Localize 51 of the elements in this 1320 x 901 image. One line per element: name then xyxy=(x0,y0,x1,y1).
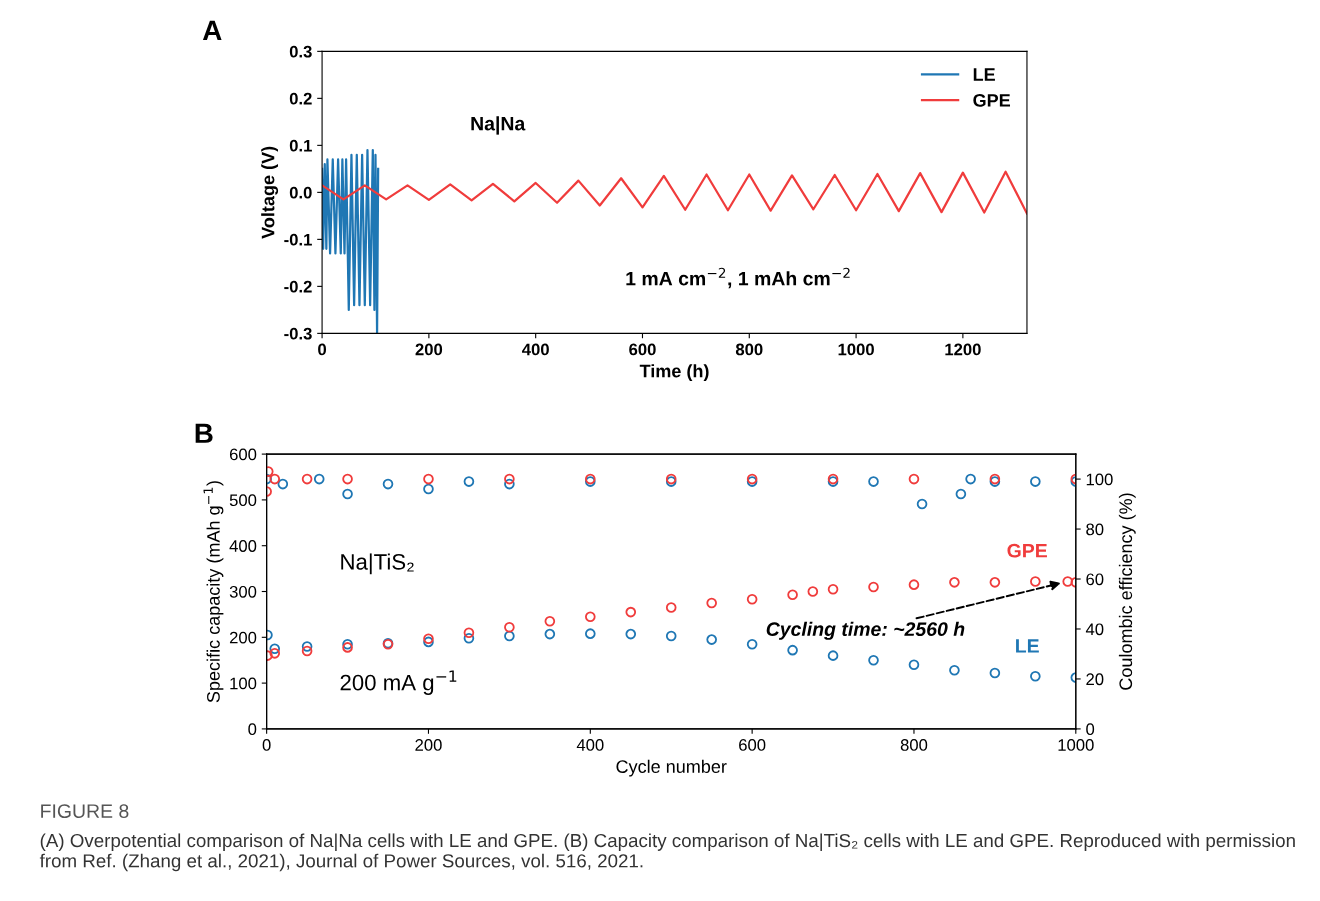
y-tick-label: 200 xyxy=(229,631,257,644)
x-tick-label: 0 xyxy=(262,739,271,751)
y-tick-label: -0.3 xyxy=(284,327,312,340)
chart-title: A xyxy=(202,20,222,40)
legend-label: GPE xyxy=(973,93,1010,107)
y2-tick-label: 100 xyxy=(1086,473,1113,486)
y-tick-label: 100 xyxy=(230,677,257,690)
series-label: LE xyxy=(1016,639,1039,653)
x-axis-title: Cycle number xyxy=(616,759,727,777)
caption: FIGURE 8 xyxy=(41,804,129,818)
x-tick-label: 200 xyxy=(415,343,443,356)
y-tick-label: 0.0 xyxy=(289,186,312,199)
y-axis-title: Voltage (V) xyxy=(261,146,279,239)
y-tick-label: 0.1 xyxy=(289,139,312,152)
x-tick-label: 800 xyxy=(735,343,763,356)
y2-tick-label: 40 xyxy=(1085,623,1104,636)
x-tick-label: 0 xyxy=(318,343,327,356)
x-tick-label: 800 xyxy=(900,739,928,751)
y-axis-title: Specific capacity (mAh g$^{−1}$) xyxy=(203,481,224,703)
text: (A) Overpotential comparison of Na|Na cells with LE and GPE. (B) Capacity comparison of Na|TiS₂ cells with LE and GPE. Reproduced with permission from Ref. (Zhang et al., 2021), Journal of Power Sources, vol. 516, 2021. xyxy=(39,833,1295,872)
x-axis-title: Time (h) xyxy=(639,364,709,382)
chart-title: B xyxy=(195,423,213,443)
y2-axis-title: Coulombic efficiency (%) xyxy=(1118,493,1136,690)
x-tick-label: 600 xyxy=(739,739,766,751)
y-tick-label: 0 xyxy=(248,723,257,736)
legend-label: LE xyxy=(973,68,995,81)
y-tick-label: 500 xyxy=(229,494,257,507)
annotation: Cycling time: ~2560 h xyxy=(766,621,965,640)
y-tick-label: 400 xyxy=(229,540,257,552)
x-tick-label: 400 xyxy=(576,739,604,751)
y2-tick-label: 0 xyxy=(1086,723,1095,736)
x-tick-label: 1200 xyxy=(945,343,981,356)
x-tick-label: 1000 xyxy=(1058,739,1094,751)
x-tick-label: 600 xyxy=(629,343,656,356)
series-label: GPE xyxy=(1007,543,1047,558)
annotation: 200 mA g$^{−1}$ xyxy=(340,670,457,695)
y-tick-label: -0.2 xyxy=(284,280,312,293)
annotation: Na|Na xyxy=(471,116,526,135)
x-tick-label: 1000 xyxy=(838,343,874,356)
y-tick-label: 0.3 xyxy=(289,45,312,58)
y2-tick-label: 20 xyxy=(1086,673,1104,686)
annotation: 1 mA cm$^{−2}$, 1 mAh cm$^{−2}$ xyxy=(626,267,850,289)
x-tick-label: 200 xyxy=(415,739,442,751)
y-tick-label: 600 xyxy=(229,448,257,461)
y2-tick-label: 60 xyxy=(1086,573,1104,586)
y2-tick-label: 80 xyxy=(1086,523,1104,536)
annotation: Na|TiS₂ xyxy=(341,553,414,575)
y-tick-label: -0.1 xyxy=(284,233,312,246)
x-tick-label: 400 xyxy=(522,343,549,356)
y-tick-label: 0.2 xyxy=(289,92,312,105)
y-tick-label: 300 xyxy=(229,585,257,598)
